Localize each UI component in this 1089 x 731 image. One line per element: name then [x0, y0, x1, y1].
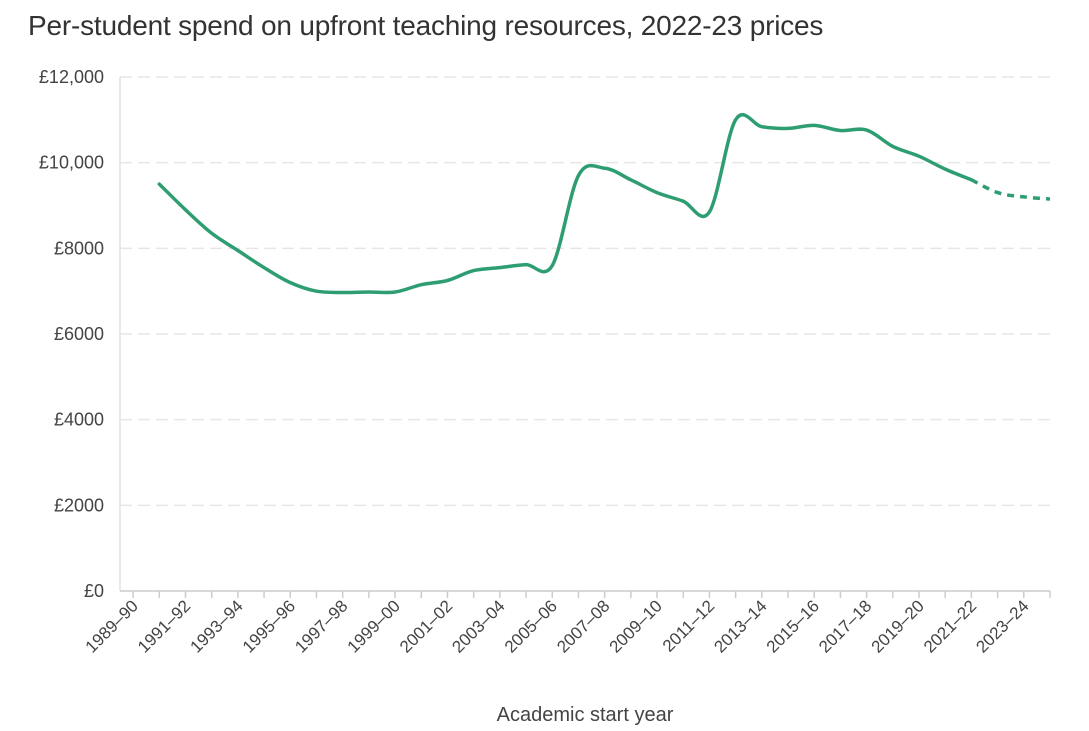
x-tick-label: 2021–22 — [920, 596, 980, 656]
y-tick-label: £4000 — [54, 410, 104, 430]
x-tick-label: 1999–00 — [344, 596, 404, 656]
y-tick-label: £10,000 — [39, 153, 104, 173]
x-tick-label: 2023–24 — [972, 596, 1032, 656]
y-tick-label: £8000 — [54, 238, 104, 258]
y-tick-label: £12,000 — [39, 67, 104, 87]
series-line — [157, 112, 974, 295]
x-tick-label: 2017–18 — [815, 596, 875, 656]
x-tick-label: 2013–14 — [710, 596, 770, 656]
x-tick-label: 2005–06 — [501, 596, 561, 656]
x-tick-label: 1989–90 — [82, 596, 142, 656]
x-axis-label: Academic start year — [497, 704, 674, 726]
x-tick-label: 1993–94 — [186, 596, 246, 656]
x-tick-label: 2015–16 — [763, 596, 823, 656]
y-tick-label: £0 — [84, 581, 104, 601]
x-tick-label: 2019–20 — [868, 596, 928, 656]
x-tick-label: 2009–10 — [606, 596, 666, 656]
x-tick-label: 2003–04 — [448, 596, 508, 656]
y-tick-label: £2000 — [54, 495, 104, 515]
x-tick-label: 2011–12 — [659, 596, 718, 655]
x-tick-label: 1991–92 — [134, 596, 194, 656]
y-tick-label: £6000 — [54, 324, 104, 344]
x-tick-label: 2007–08 — [553, 596, 613, 656]
series-line-projected — [970, 178, 1051, 201]
x-tick-label: 1997–98 — [291, 596, 351, 656]
x-tick-label: 1995–96 — [239, 596, 299, 656]
x-tick-label: 2001–02 — [396, 596, 456, 656]
chart-title: Per-student spend on upfront teaching re… — [28, 10, 824, 41]
